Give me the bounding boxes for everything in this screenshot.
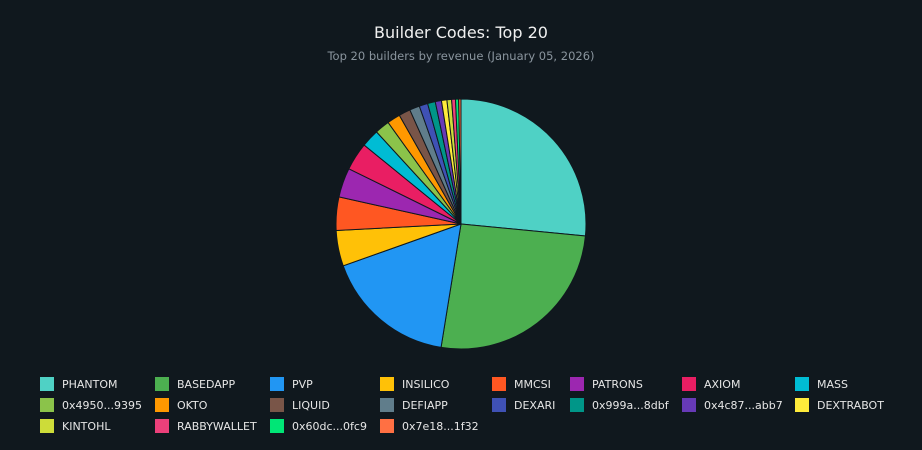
legend-swatch (492, 398, 506, 412)
legend-item[interactable]: OKTO (155, 397, 207, 413)
legend-label: DEXTRABOT (817, 398, 884, 412)
legend-item[interactable]: MMCSI (492, 376, 551, 392)
legend-label: LIQUID (292, 398, 330, 412)
pie-slice-1[interactable] (440, 223, 586, 350)
legend-label: 0x4c87...abb7 (704, 398, 783, 412)
legend-label: AXIOM (704, 377, 741, 391)
legend-swatch (155, 398, 169, 412)
legend-item[interactable]: 0x4c87...abb7 (682, 397, 783, 413)
legend-swatch (570, 377, 584, 391)
legend-item[interactable]: MASS (795, 376, 848, 392)
legend-item[interactable]: AXIOM (682, 376, 740, 392)
legend-label: MMCSI (514, 377, 551, 391)
legend-label: 0x4950...9395 (62, 398, 142, 412)
legend-swatch (682, 377, 696, 391)
legend-label: PHANTOM (62, 377, 118, 391)
legend-label: KINTOHL (62, 419, 111, 433)
legend-item[interactable]: DEXARI (492, 397, 555, 413)
pie-slice-19[interactable] (458, 98, 462, 225)
legend-item[interactable]: 0x4950...9395 (40, 397, 142, 413)
pie-slice-0[interactable] (460, 98, 587, 237)
legend-label: 0x999a...8dbf (592, 398, 669, 412)
legend-label: DEFIAPP (402, 398, 448, 412)
legend-swatch (155, 419, 169, 433)
legend-swatch (795, 398, 809, 412)
legend-swatch (380, 398, 394, 412)
legend-label: INSILICO (402, 377, 450, 391)
legend-label: BASEDAPP (177, 377, 236, 391)
chart-subtitle: Top 20 builders by revenue (January 05, … (327, 49, 595, 63)
chart-title: Builder Codes: Top 20 (374, 23, 548, 42)
legend-swatch (795, 377, 809, 391)
legend-swatch (380, 377, 394, 391)
legend-item[interactable]: PATRONS (570, 376, 643, 392)
legend-swatch (270, 377, 284, 391)
legend-item[interactable]: DEFIAPP (380, 397, 448, 413)
legend-label: DEXARI (514, 398, 556, 412)
legend-item[interactable]: KINTOHL (40, 418, 110, 434)
legend-label: RABBYWALLET (177, 419, 257, 433)
legend-swatch (40, 419, 54, 433)
legend-item[interactable]: PVP (270, 376, 313, 392)
legend-swatch (40, 398, 54, 412)
legend-item[interactable]: DEXTRABOT (795, 397, 884, 413)
legend-item[interactable]: RABBYWALLET (155, 418, 257, 434)
legend-swatch (570, 398, 584, 412)
legend-label: 0x7e18...1f32 (402, 419, 479, 433)
legend-item[interactable]: 0x999a...8dbf (570, 397, 669, 413)
legend-item[interactable]: INSILICO (380, 376, 449, 392)
legend-item[interactable]: PHANTOM (40, 376, 118, 392)
legend-item[interactable]: LIQUID (270, 397, 330, 413)
legend-swatch (40, 377, 54, 391)
legend-label: PVP (292, 377, 313, 391)
legend-item[interactable]: 0x7e18...1f32 (380, 418, 479, 434)
legend-swatch (155, 377, 169, 391)
legend-label: PATRONS (592, 377, 643, 391)
legend-swatch (270, 419, 284, 433)
legend-label: 0x60dc...0fc9 (292, 419, 367, 433)
pie-slice-2[interactable] (342, 223, 462, 348)
legend-label: MASS (817, 377, 848, 391)
legend-swatch (492, 377, 506, 391)
legend-swatch (270, 398, 284, 412)
legend-label: OKTO (177, 398, 208, 412)
legend-swatch (682, 398, 696, 412)
legend-item[interactable]: BASEDAPP (155, 376, 235, 392)
legend-item[interactable]: 0x60dc...0fc9 (270, 418, 367, 434)
legend-swatch (380, 419, 394, 433)
